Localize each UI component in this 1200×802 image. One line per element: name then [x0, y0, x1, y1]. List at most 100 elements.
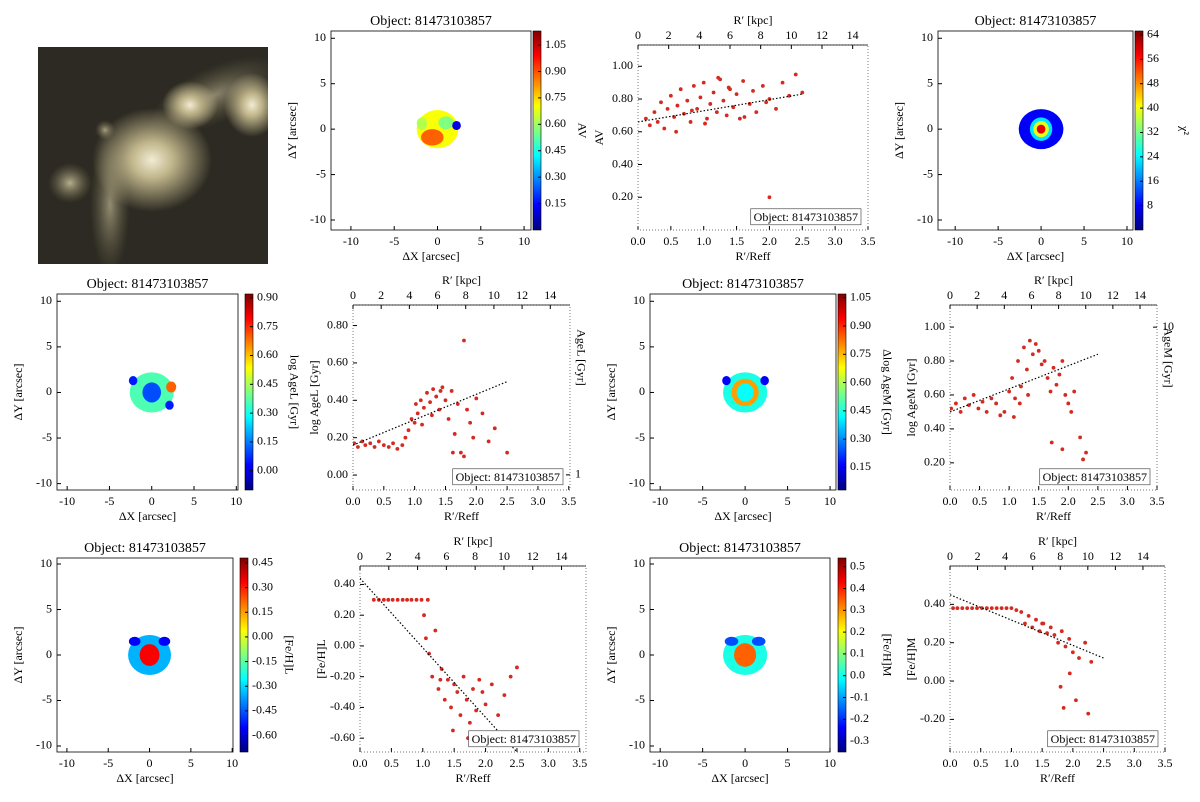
data-point — [734, 92, 739, 97]
data-point — [976, 406, 981, 411]
x2-tick-label: 0 — [947, 288, 953, 302]
data-point — [675, 103, 680, 108]
colorbar-tick-label: 0.45 — [257, 376, 278, 390]
x-tick-label: 1.0 — [415, 756, 430, 770]
x-tick-label: 2.5 — [1096, 756, 1111, 770]
y-axis-label: [Fe/H]L — [314, 639, 328, 678]
data-point — [395, 446, 400, 451]
x-tick-label: 10 — [824, 756, 836, 770]
colorbar-tick-label: 64 — [1147, 27, 1159, 41]
data-point — [462, 338, 466, 343]
annotation: Object: 81473103857 — [456, 470, 560, 484]
x2-tick-label: 8 — [472, 549, 478, 563]
data-point — [962, 396, 967, 401]
data-point — [420, 422, 424, 427]
annotation-box — [452, 468, 564, 486]
data-point — [430, 413, 434, 418]
x2-tick-label: 10 — [1080, 288, 1092, 302]
data-point — [492, 426, 497, 431]
data-point — [1030, 352, 1035, 357]
x2-tick-label: 4 — [406, 288, 412, 302]
x2-tick-label: 4 — [1001, 288, 1007, 302]
y-tick-label: -10 — [36, 738, 52, 752]
data-point — [1042, 359, 1047, 363]
y-tick-label: 0.00 — [924, 673, 945, 687]
data-point — [489, 682, 494, 687]
data-point — [1052, 633, 1057, 637]
y-tick-label: -5 — [42, 430, 52, 444]
y-tick-label: 10 — [633, 556, 645, 570]
y2-axis-label: AgeL [Gyr] — [574, 329, 588, 386]
data-point — [989, 606, 994, 611]
x-tick-label: -5 — [104, 494, 114, 508]
chart-title: Object: 81473103857 — [679, 541, 801, 556]
data-point — [954, 401, 958, 406]
data-point — [1039, 362, 1044, 367]
plot-area — [353, 338, 510, 459]
x-tick-label: 1.5 — [1031, 494, 1046, 508]
data-point — [698, 95, 703, 100]
chart-title: Object: 81473103857 — [975, 14, 1097, 29]
map-region — [421, 129, 444, 146]
data-point — [703, 121, 707, 126]
data-point — [689, 108, 694, 113]
map-region — [158, 636, 171, 646]
colorbar-tick-label: 0.90 — [850, 318, 871, 332]
x-tick-label: 10 — [1121, 234, 1133, 248]
y-tick-label: 1.00 — [924, 319, 945, 333]
data-point — [381, 597, 386, 602]
data-point — [958, 410, 963, 414]
colorbar-tick-label: -0.15 — [252, 653, 277, 667]
data-point — [960, 606, 965, 611]
x-tick-label: -5 — [389, 234, 399, 248]
map-region — [165, 400, 174, 410]
x-tick-label: 2.0 — [478, 756, 493, 770]
y-tick-label: -10 — [36, 475, 52, 489]
data-point — [662, 126, 667, 131]
x-tick-label: 0.0 — [943, 756, 958, 770]
y-tick-label: 10 — [40, 293, 52, 307]
data-point — [1078, 435, 1083, 440]
data-point — [480, 690, 485, 694]
data-point — [1056, 640, 1061, 645]
colorbar-tick-label: 48 — [1147, 75, 1159, 89]
fit-line — [950, 353, 1099, 413]
y-tick-label: 0.20 — [924, 455, 945, 469]
data-point — [674, 129, 679, 134]
colorbar-tick-label: 0.3 — [850, 602, 865, 616]
y-axis-label: ΔY [arcsec] — [892, 102, 906, 159]
data-point — [975, 606, 979, 611]
data-point — [980, 399, 985, 404]
data-point — [356, 445, 360, 449]
data-point — [980, 606, 984, 611]
y-axis-label: log AgeL [Gyr] — [307, 360, 321, 434]
x2-tick-label: 10 — [1082, 549, 1094, 563]
y-tick-label: 0 — [46, 384, 52, 398]
x2-tick-label: 2 — [975, 549, 981, 563]
x2-tick-label: 12 — [1107, 288, 1119, 302]
y-tick-label: -5 — [316, 166, 326, 180]
data-point — [721, 98, 726, 103]
y-tick-label: 0 — [320, 121, 326, 135]
x-tick-label: 3.0 — [828, 234, 843, 248]
data-point — [994, 606, 999, 611]
y-tick-label: 0.20 — [612, 189, 633, 203]
y-tick-label: 5 — [46, 601, 52, 615]
data-point — [800, 90, 805, 95]
data-point — [461, 674, 466, 679]
x-tick-label: 3.0 — [1120, 494, 1135, 508]
data-point — [1024, 367, 1029, 372]
data-point — [1010, 376, 1014, 380]
x-axis-label: ΔX [arcsec] — [711, 771, 768, 785]
data-point — [1011, 415, 1016, 419]
data-point — [994, 401, 999, 406]
x-tick-label: -10 — [652, 494, 668, 508]
data-point — [433, 628, 438, 633]
data-point — [440, 385, 445, 390]
colorbar-tick-label: 0.2 — [850, 624, 865, 638]
data-point — [742, 115, 747, 119]
data-point — [480, 411, 485, 416]
x-tick-label: 0.0 — [943, 494, 958, 508]
data-point — [1033, 342, 1038, 346]
